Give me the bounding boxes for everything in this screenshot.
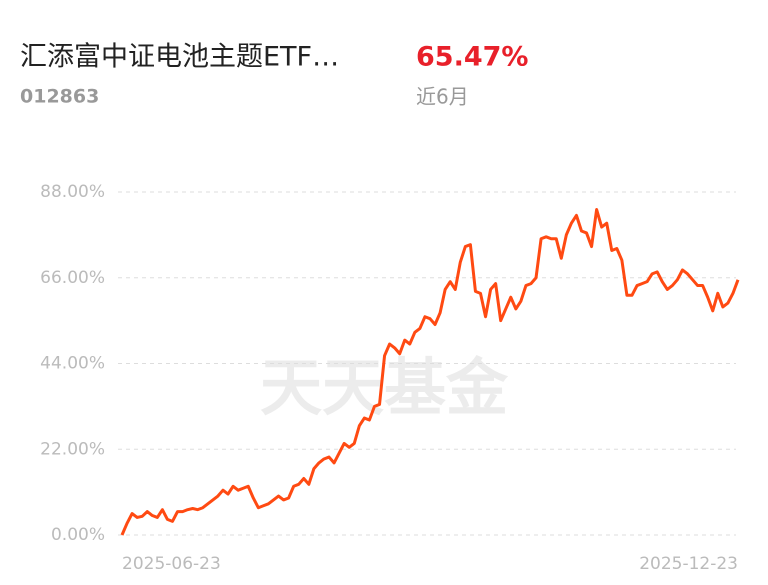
y-tick-label: 44.00% [40,354,105,374]
data-line [120,208,740,536]
period-label: 近6月 [416,85,469,109]
y-tick-label: 88.00% [40,182,105,202]
x-tick-label: 2025-06-23 [122,554,221,574]
y-tick-label: 0.00% [51,525,105,545]
y-tick-label: 66.00% [40,268,105,288]
fund-return: 65.47% [416,42,528,73]
y-tick-label: 22.00% [40,439,105,459]
fund-name: 汇添富中证电池主题ETF… [20,42,339,73]
x-tick-label: 2025-12-23 [639,554,738,574]
fund-code: 012863 [20,86,99,108]
